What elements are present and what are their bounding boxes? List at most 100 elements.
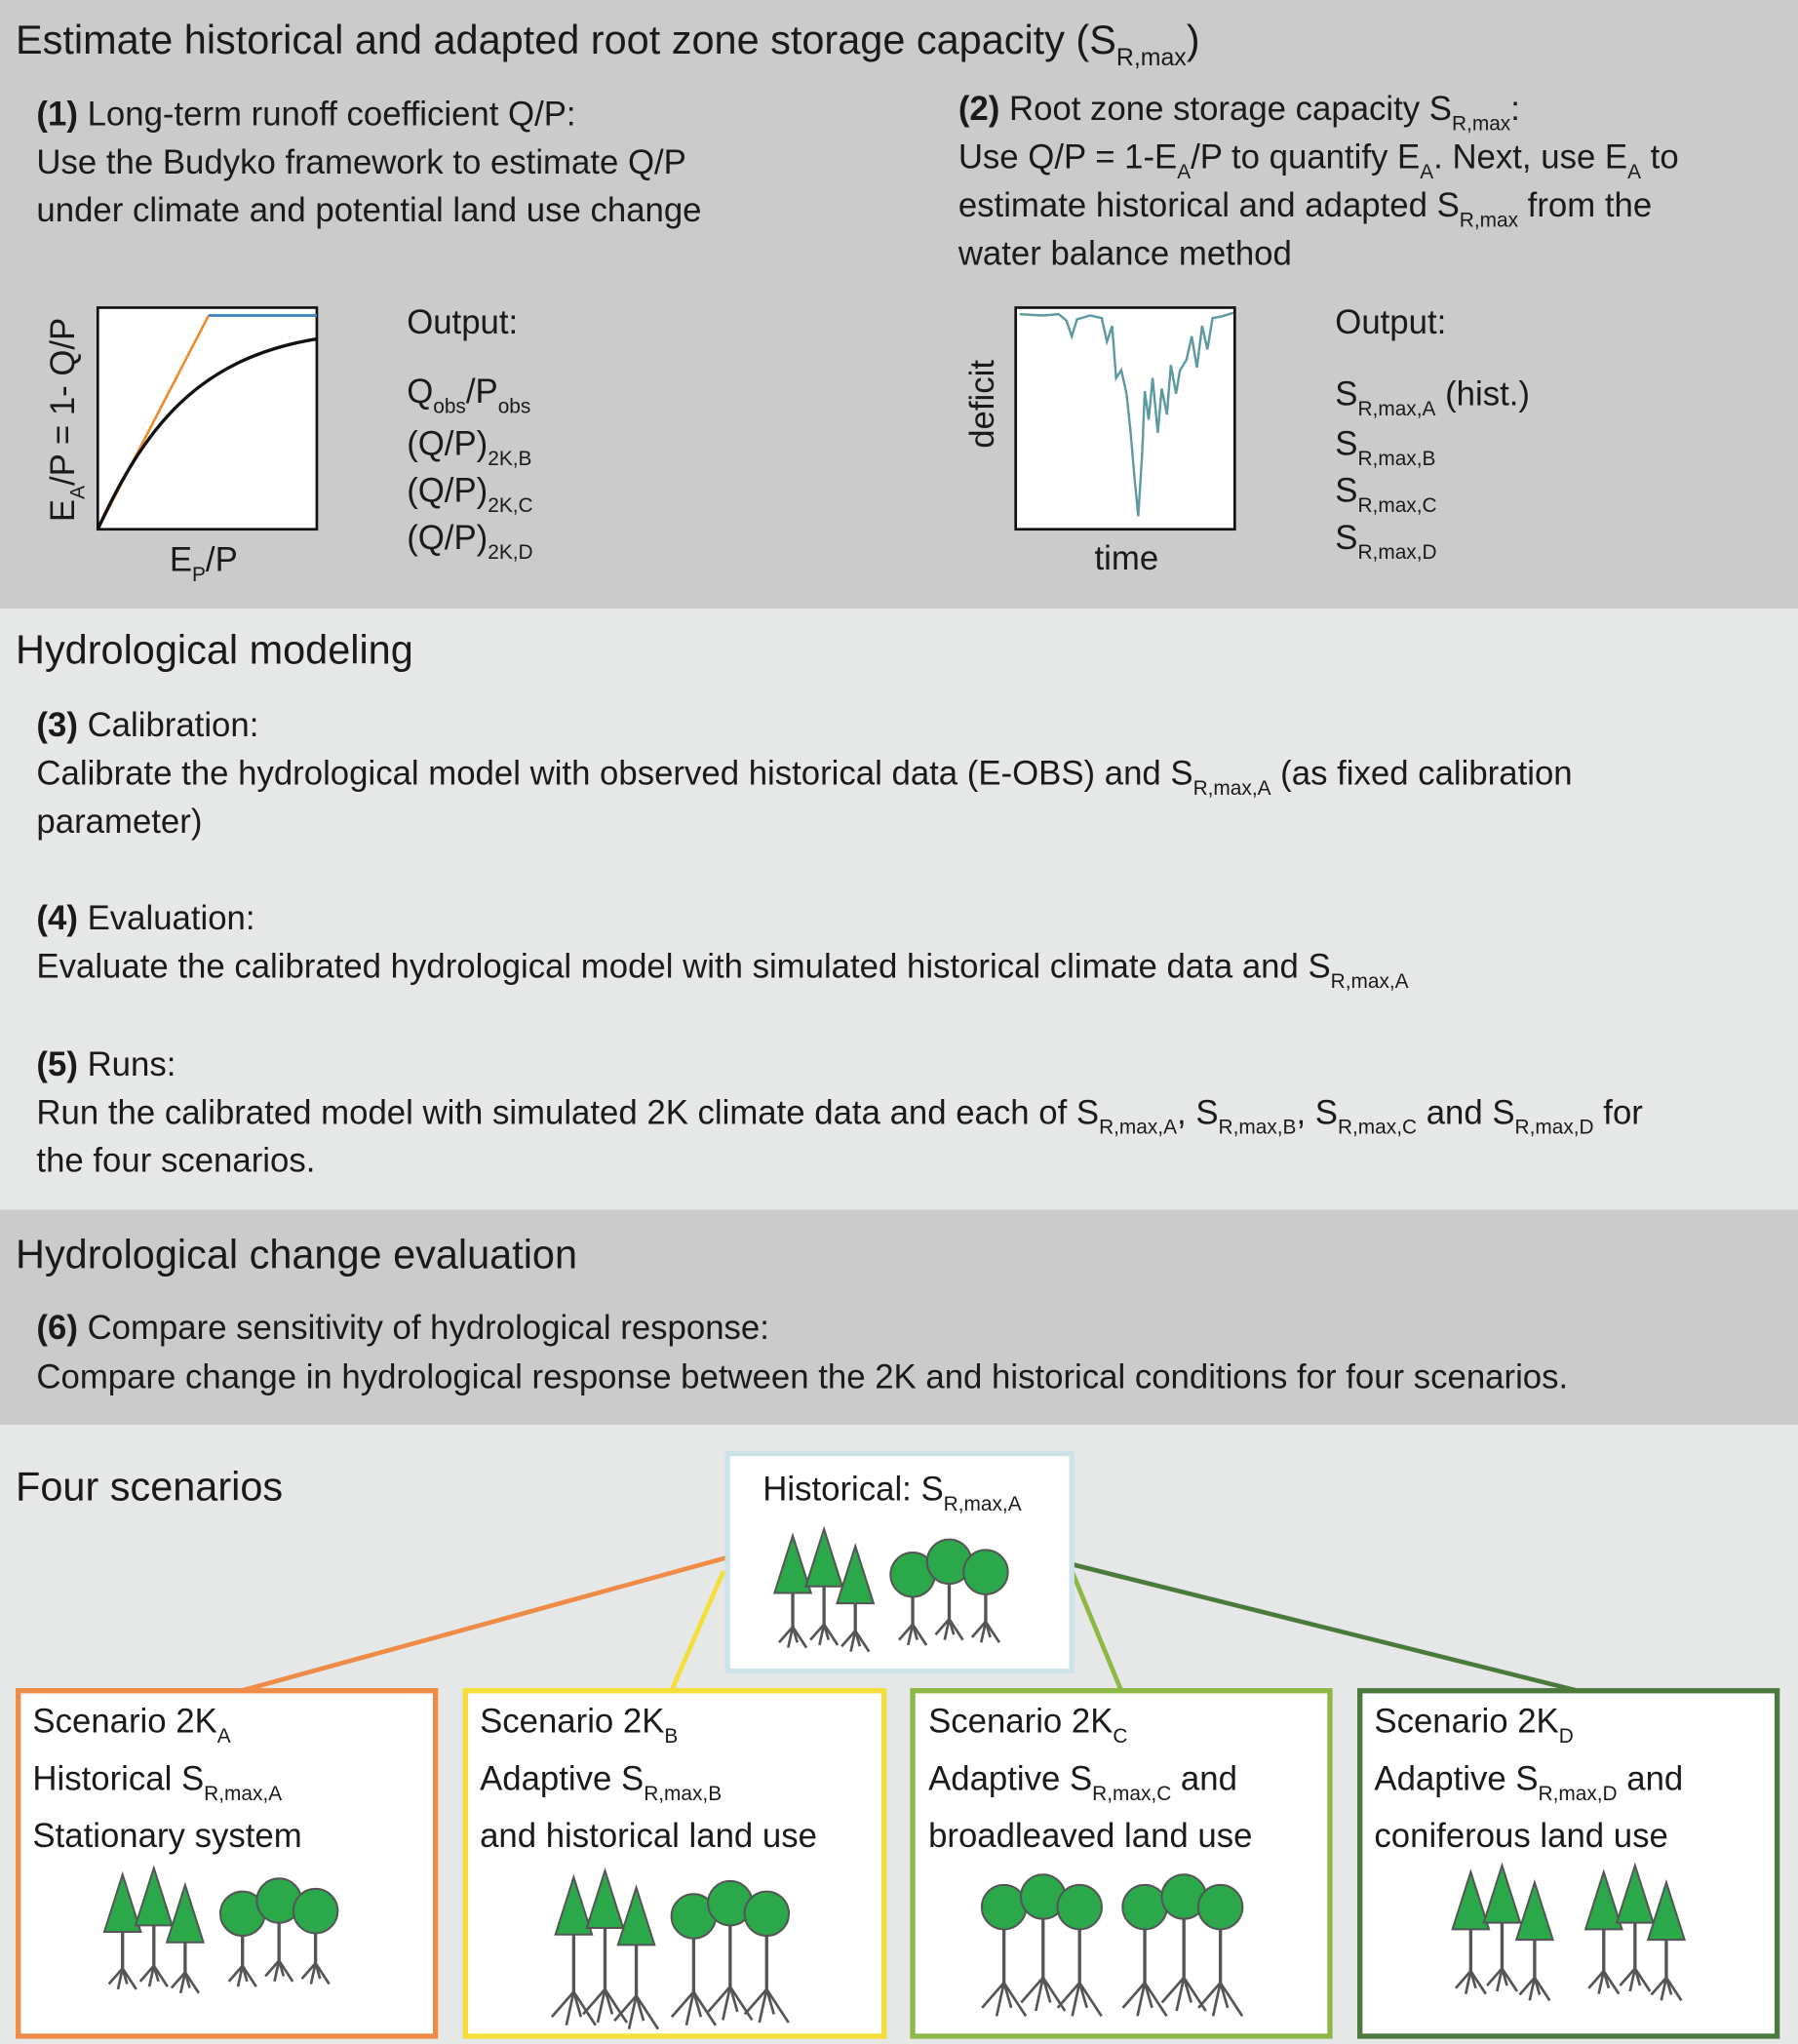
root: [822, 1623, 840, 1646]
text-run: /P = 1- Q/P: [45, 318, 82, 486]
root: [1002, 1982, 1028, 2018]
root: [596, 1988, 606, 2024]
root: [818, 1624, 826, 1646]
text-run: (4): [36, 900, 77, 937]
text-run: R,max,D: [1515, 1117, 1594, 1139]
text-run: R,max,B: [644, 1783, 722, 1805]
root: [1071, 1982, 1081, 2017]
root: [572, 1990, 597, 2026]
output-item: SR,max,D: [1335, 520, 1436, 564]
text-run: , S: [1177, 1094, 1219, 1131]
root: [236, 1965, 245, 1987]
text-run: Q: [407, 373, 433, 411]
text-run: R,max,A: [1193, 777, 1271, 800]
text-run: Long-term runoff coefficient Q/P:: [78, 96, 576, 133]
output-item: SR,max,B: [1335, 426, 1435, 470]
text-run: time: [1095, 540, 1159, 577]
root: [1619, 1967, 1636, 1986]
output-title: Output:: [1335, 304, 1446, 341]
root: [943, 1618, 951, 1640]
output-item: Qobs/Pobs: [407, 373, 530, 417]
text-run: R,max,C: [1338, 1117, 1417, 1139]
text-run: ): [1187, 17, 1200, 62]
root: [178, 1972, 187, 1994]
text-run: (Q/P): [407, 520, 488, 557]
root: [692, 1990, 717, 2026]
root: [722, 1985, 732, 2021]
output-item: SR,max,C: [1335, 473, 1436, 517]
text-run: 2K,D: [488, 541, 532, 564]
text-run: /P: [206, 541, 238, 578]
scenario-box: [16, 1688, 439, 2039]
broadleaf-crown: [1121, 1883, 1168, 1931]
output-item: (Q/P)2K,C: [407, 473, 532, 517]
text-run: (2): [958, 91, 999, 128]
text-line: water balance method: [958, 235, 1292, 272]
text-line: broadleaved land use: [928, 1818, 1252, 1855]
root: [183, 1971, 201, 1994]
text-line: Adaptive SR,max,D and: [1374, 1760, 1683, 1804]
text-line: Compare change in hydrological response …: [36, 1359, 1568, 1396]
root: [1464, 1970, 1472, 1994]
text-line: coniferous land use: [1374, 1818, 1667, 1855]
root: [1602, 1970, 1621, 1995]
text-run: (Q/P): [407, 473, 488, 510]
root: [116, 1968, 125, 1990]
text-run: water balance method: [958, 235, 1292, 272]
root: [1211, 1982, 1222, 2017]
text-run: R,max,D: [1539, 1783, 1618, 1805]
text-run: Compare change in hydrological response …: [36, 1359, 1568, 1396]
text-line: estimate historical and adapted SR,max f…: [958, 187, 1652, 231]
text-run: Use the Budyko framework to estimate Q/P: [36, 144, 685, 181]
text-run: the four scenarios.: [36, 1143, 315, 1180]
text-run: deficit: [964, 360, 1001, 449]
root: [1533, 1977, 1551, 2002]
text-run: A: [67, 486, 90, 499]
text-run: R,max: [1452, 112, 1511, 135]
root: [897, 1623, 915, 1641]
root: [170, 1971, 186, 1989]
root: [1034, 1977, 1045, 2012]
text-run: parameter): [36, 804, 202, 841]
text-run: broadleaved land use: [928, 1818, 1252, 1855]
root: [278, 1959, 294, 1983]
root: [152, 1965, 169, 1987]
connector: [1070, 1569, 1124, 1692]
text-line: Evaluate the calibrated hydrological mod…: [36, 949, 1408, 993]
plot-frame: [96, 306, 319, 531]
text-run: coniferous land use: [1374, 1818, 1667, 1855]
text-line: Scenario 2KC: [928, 1704, 1127, 1748]
text-run: R,max,A: [944, 1493, 1022, 1515]
text-line: Adaptive SR,max,B: [480, 1760, 722, 1804]
text-run: R,max,B: [1357, 448, 1435, 470]
root: [227, 1964, 244, 1983]
root: [758, 1988, 768, 2024]
text-run: (6): [36, 1310, 77, 1347]
text-run: Compare sensitivity of hydrological resp…: [78, 1310, 769, 1347]
root: [1121, 1982, 1147, 2009]
text-run: Calibration:: [78, 707, 258, 744]
text-line: and historical land use: [480, 1818, 817, 1855]
root: [1136, 1982, 1147, 2017]
text-run: Evaluate the calibrated hydrological mod…: [36, 949, 1330, 986]
root: [1633, 1967, 1652, 1992]
root: [273, 1960, 281, 1983]
root: [627, 1995, 638, 2030]
text-run: (as fixed calibration: [1271, 756, 1573, 793]
text-run: Scenario 2K: [32, 1704, 216, 1741]
root: [1143, 1982, 1168, 2018]
conifer-crown: [616, 1884, 656, 1946]
conifer-crown: [804, 1525, 844, 1588]
text-run: S: [1335, 426, 1357, 463]
text-run: S: [1335, 376, 1357, 413]
root: [1160, 1976, 1186, 2004]
root: [1587, 1970, 1605, 1989]
root: [728, 1985, 754, 2022]
root: [948, 1618, 964, 1641]
text-run: /P: [466, 373, 498, 411]
root: [995, 1982, 1005, 2017]
section-bg: [0, 1209, 1798, 1426]
text-run: A: [1420, 161, 1433, 183]
scenario-box: [462, 1688, 887, 2039]
broadleaf-crown: [292, 1887, 339, 1935]
